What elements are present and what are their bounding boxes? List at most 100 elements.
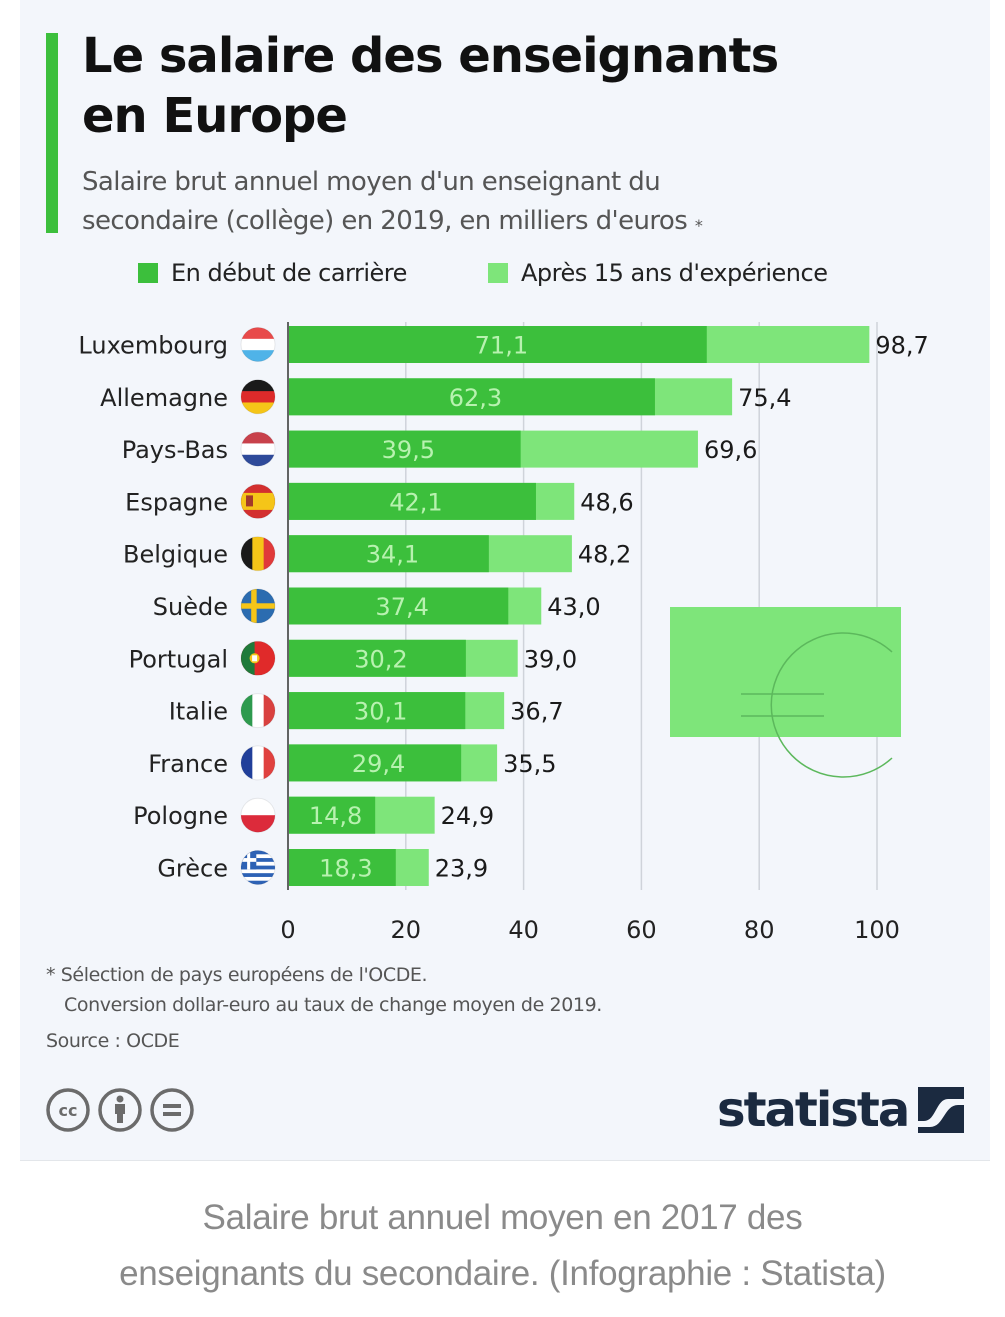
flag-stripe [241,443,275,456]
legend-swatch-start-career [138,263,158,283]
flag-outline [240,640,276,676]
x-tick-label: 20 [391,916,422,944]
bar-start-career [289,587,509,625]
flag-outline [240,483,276,519]
footnote-star: * [694,216,703,235]
italy-flag [240,693,276,729]
flag-emblem [252,655,258,662]
no-derivatives-icon [150,1088,194,1132]
flag-outline [240,850,276,885]
footnote-conversion: Conversion dollar-euro au taux de change… [64,994,602,1016]
x-tick-label: 100 [854,916,900,944]
bar-start-career [289,639,466,677]
flag-stripe [252,745,265,780]
spain-flag [240,483,276,519]
spain-flag-fill [241,484,275,519]
flag-stripe [241,858,275,863]
flag-stripe [241,641,255,676]
bar-start-career [289,326,707,363]
category-label: France [148,750,228,778]
value-label-start-career: 30,1 [354,698,407,726]
infographic-panel [20,0,990,1161]
belgium-flag-fill [241,536,275,571]
bar-start-career [289,378,655,416]
flag-outline [240,693,276,729]
statista-logo-icon [918,1087,965,1133]
x-tick-label: 80 [744,916,775,944]
flag-stripe [241,865,275,870]
luxembourg-flag [240,327,276,362]
legend-item-after-15-years: Après 15 ans d'expérience [488,258,828,288]
bar-start-career [289,692,466,730]
luxembourg-flag-fill [241,327,275,362]
value-label-after-15-years: 69,6 [704,436,757,464]
bar-start-career [289,482,536,520]
bar-start-career [289,430,521,468]
france-flag [240,745,276,781]
poland-flag-fill [241,798,275,833]
category-label: Pologne [133,802,228,830]
legend-label-after-15-years: Après 15 ans d'expérience [521,259,828,287]
value-label-after-15-years: 35,5 [503,750,556,778]
value-label-start-career: 18,3 [319,855,372,883]
caption-line-2: enseignants du secondaire. (Infographie … [119,1254,886,1293]
flag-outline [240,431,276,467]
flag-stripe [241,402,275,414]
value-label-start-career: 39,5 [382,436,435,464]
title-accent-bar [46,33,58,233]
chart-title: Le salaire des enseignants en Europe [82,26,962,146]
flag-stripe [241,454,275,467]
country-flags [240,327,276,885]
poland-flag [240,797,276,833]
x-tick-label: 0 [280,916,295,944]
statista-wordmark: statista [717,1082,910,1138]
value-label-after-15-years: 48,2 [578,541,631,569]
flag-stripe [241,880,275,885]
value-label-after-15-years: 39,0 [524,645,577,673]
flag-stripe [241,850,275,855]
bar-start-career [289,796,376,834]
category-label: Portugal [129,645,228,673]
value-label-after-15-years: 24,9 [441,802,494,830]
flag-stripe [252,693,265,728]
cc-icon: cc [46,1088,90,1132]
greece-flag [240,850,276,885]
footnote-selection: * Sélection de pays européens de l'OCDE. [46,964,428,986]
flag-stripe [241,536,253,571]
flag-outline [240,379,276,415]
attribution-icon [98,1088,142,1132]
bars: 71,1 98,7 62,3 75,4 39,5 69,6 42,1 48,6 34,1 48,2… [289,326,929,886]
image-caption: Salaire brut annuel moyen en 2017 des en… [0,1190,1005,1302]
flag-stripe [241,391,275,403]
germany-flag [240,379,276,415]
category-label: Belgique [123,541,228,569]
value-label-after-15-years: 23,9 [435,855,488,883]
value-label-after-15-years: 43,0 [547,593,600,621]
caption-line-1: Salaire brut annuel moyen en 2017 des [202,1198,803,1237]
flag-outline [240,327,276,362]
value-label-after-15-years: 36,7 [510,698,563,726]
svg-text:cc: cc [59,1101,78,1120]
creative-commons-license[interactable]: cc [45,1087,195,1133]
value-label-start-career: 71,1 [475,332,528,360]
flag-cross [241,603,275,609]
bar-start-career [289,535,489,573]
x-tick-label: 60 [626,916,657,944]
flag-stripe [263,693,275,728]
legend-item-start-career: En début de carrière [138,258,407,288]
euro-banknote-icon [670,607,901,778]
flag-stripe [241,861,275,866]
flag-stripe [241,350,275,362]
flag-stripe [252,536,265,571]
netherlands-flag-fill [241,432,275,467]
statista-logo[interactable]: statista [717,1080,965,1140]
value-label-start-career: 14,8 [309,802,362,830]
sweden-flag [240,588,276,624]
legend-swatch-after-15-years [488,263,508,283]
value-label-start-career: 29,4 [352,750,405,778]
category-labels: Luxembourg Allemagne Pays-Bas Espagne Belgiq… [78,332,228,883]
flag-stripe [241,379,275,392]
flag-stripe [241,854,275,859]
bar-start-career [289,849,396,886]
value-label-after-15-years: 75,4 [738,384,791,412]
